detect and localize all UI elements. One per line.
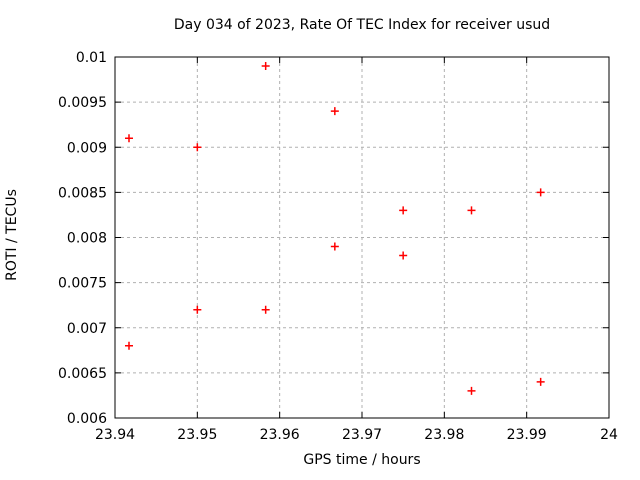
data-point-marker: [330, 107, 339, 116]
x-tick-label: 24: [600, 427, 618, 443]
x-tick-label: 23.94: [95, 427, 135, 443]
data-point-marker: [536, 377, 545, 386]
y-tick-label: 0.006: [67, 411, 107, 427]
x-tick-label: 23.95: [177, 427, 217, 443]
axis-ticks: [114, 56, 610, 419]
data-point-marker: [330, 242, 339, 251]
data-point-marker: [261, 62, 270, 71]
grid-lines: [115, 57, 609, 418]
data-point-marker: [536, 188, 545, 197]
y-tick-label: 0.0075: [58, 276, 107, 292]
y-tick-labels: 0.006 0.0065 0.007 0.0075 0.008 0.0085 0.009 0.…: [58, 50, 107, 427]
x-tick-label: 23.98: [424, 427, 464, 443]
data-point-marker: [124, 341, 133, 350]
y-tick-label: 0.007: [67, 321, 107, 337]
data-point-marker: [467, 386, 476, 395]
y-tick-label: 0.009: [67, 140, 107, 156]
data-point-marker: [124, 134, 133, 143]
x-axis-label: GPS time / hours: [303, 452, 421, 468]
data-points: [124, 62, 545, 395]
x-tick-label: 23.99: [507, 427, 547, 443]
data-point-marker: [399, 251, 408, 260]
y-tick-label: 0.0085: [58, 185, 107, 201]
data-point-marker: [467, 206, 476, 215]
x-tick-label: 23.96: [260, 427, 300, 443]
data-point-marker: [261, 305, 270, 314]
x-tick-label: 23.97: [342, 427, 382, 443]
x-tick-labels: 23.94 23.95 23.96 23.97 23.98 23.99 24: [95, 427, 618, 443]
y-tick-label: 0.01: [76, 50, 107, 66]
data-point-marker: [193, 305, 202, 314]
chart-title: Day 034 of 2023, Rate Of TEC Index for r…: [173, 17, 551, 33]
y-tick-label: 0.0095: [58, 95, 107, 111]
data-point-marker: [399, 206, 408, 215]
y-tick-label: 0.0065: [58, 366, 107, 382]
y-tick-label: 0.008: [67, 231, 107, 247]
data-point-marker: [193, 143, 202, 152]
